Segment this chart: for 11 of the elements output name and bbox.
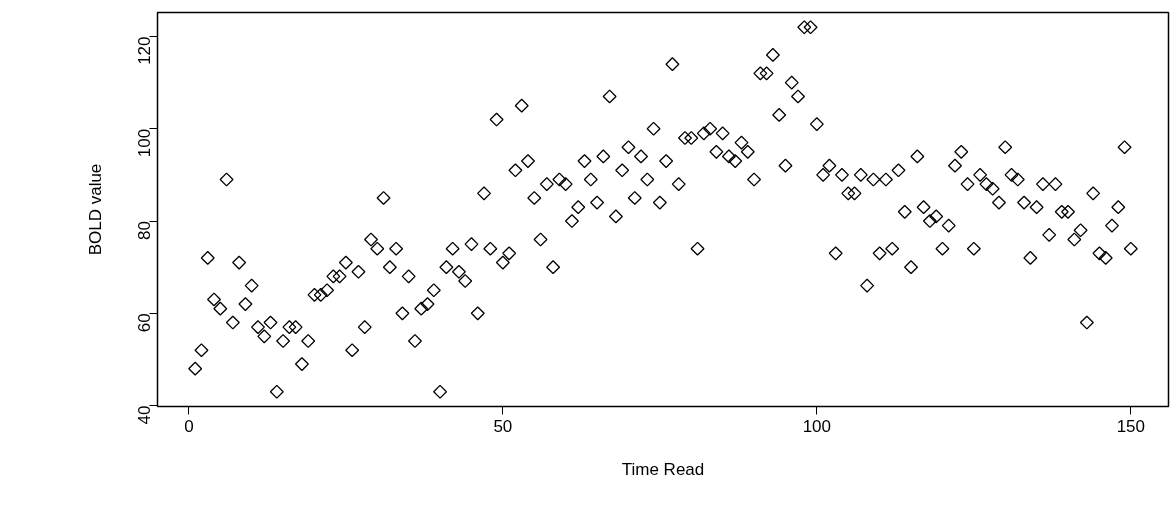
y-tick-label: 80	[135, 221, 155, 240]
y-tick-label: 120	[135, 36, 155, 65]
x-axis-title: Time Read	[621, 459, 705, 479]
y-tick-label: 60	[135, 313, 155, 333]
y-tick-label: 40	[135, 405, 155, 425]
y-axis-title: BOLD value	[85, 163, 105, 256]
x-tick-label: 100	[802, 416, 832, 436]
x-tick-label: 50	[493, 416, 513, 436]
x-tick-label: 0	[184, 416, 194, 436]
x-tick-label: 150	[1116, 416, 1146, 436]
y-tick-label: 100	[135, 128, 155, 158]
